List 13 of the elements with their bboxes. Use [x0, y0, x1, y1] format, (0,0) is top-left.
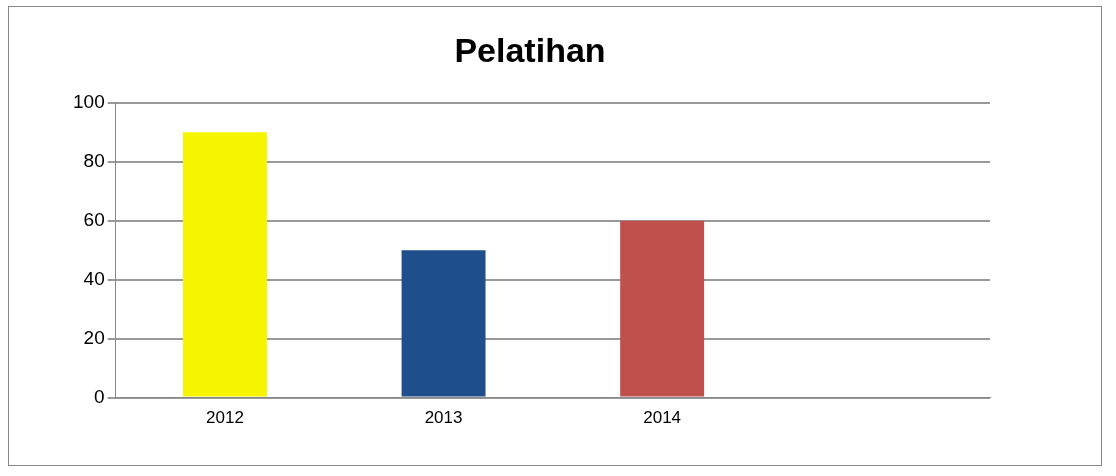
bar: [183, 132, 267, 397]
chart-title: Pelatihan: [454, 30, 606, 69]
y-tick-label: 80: [83, 149, 105, 171]
y-tick-label: 60: [83, 208, 105, 230]
y-tick-label: 40: [83, 267, 105, 289]
bar: [401, 250, 486, 397]
x-tick-label: 2013: [424, 408, 463, 428]
y-tick-label: 100: [73, 91, 105, 113]
x-tick-label: 2014: [643, 408, 682, 428]
y-tick-label: 20: [83, 326, 105, 348]
x-tick-label: 2012: [206, 408, 244, 428]
bar: [620, 220, 705, 397]
y-tick-label: 0: [94, 385, 105, 407]
